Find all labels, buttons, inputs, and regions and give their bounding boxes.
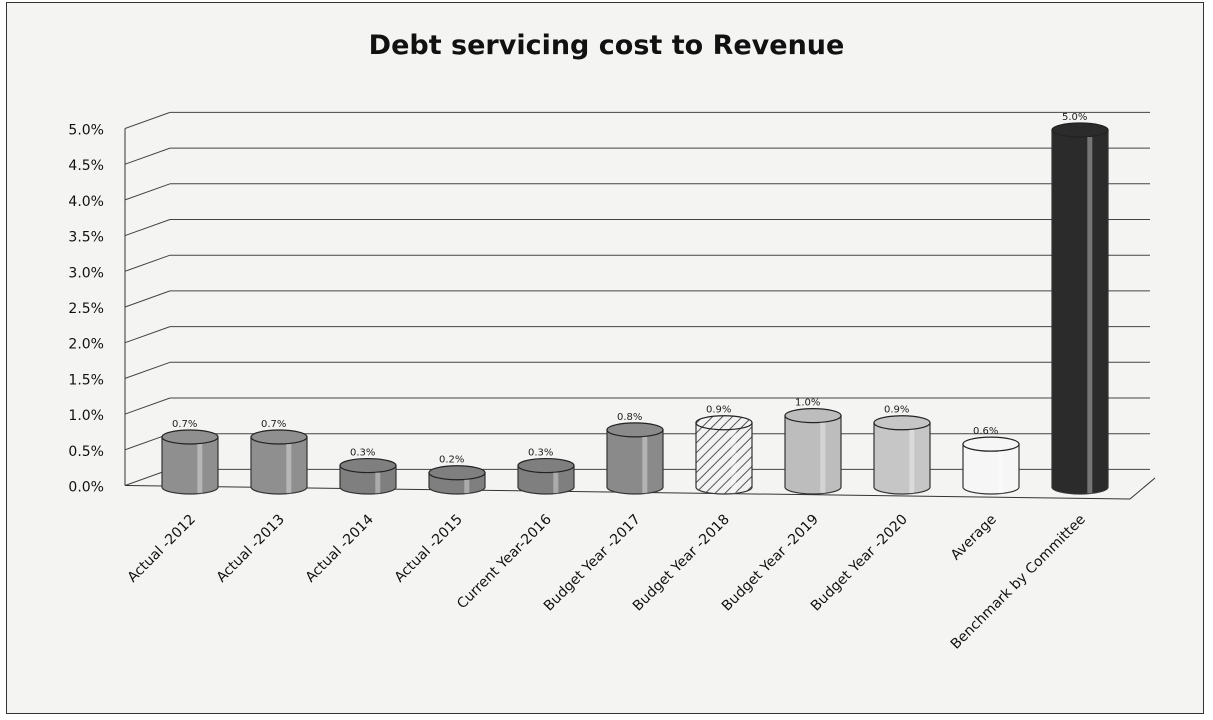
bar: 0.6% [962, 426, 1020, 495]
gridline-side [124, 183, 171, 201]
bar: 0.7% [161, 419, 219, 495]
bar: 0.2% [428, 455, 486, 495]
gridline-side [124, 326, 171, 344]
data-label: 0.7% [261, 419, 286, 430]
gridline-side [124, 111, 171, 129]
grid-lines [124, 111, 1150, 486]
bar-top [962, 436, 1020, 452]
gridline-side [124, 147, 171, 165]
y-tick-label: 5.0% [68, 123, 104, 139]
gridline-side [124, 219, 171, 237]
category-labels: Actual -2012 Actual -2013 Actual -2014 Actu… [125, 511, 1089, 652]
bar-top [517, 457, 575, 474]
data-label: 1.0% [795, 398, 820, 409]
data-label: 0.3% [528, 448, 553, 459]
x-tick-label: Actual -2012 [125, 512, 199, 586]
gridline-side [124, 361, 171, 379]
bar-top [784, 408, 842, 424]
y-tick-label: 4.0% [68, 194, 104, 210]
y-tick-label: 4.5% [68, 158, 104, 174]
data-label: 0.7% [172, 419, 197, 430]
gridline-side [124, 397, 171, 415]
x-tick-label: Actual -2015 [392, 512, 466, 586]
bar-top [161, 429, 219, 445]
bar-body [1051, 129, 1109, 495]
bar-body [962, 443, 1020, 495]
chart-title: Debt servicing cost to Revenue [368, 30, 845, 61]
x-tick-label: Current Year-2016 [454, 511, 555, 612]
bar-top [339, 457, 397, 474]
y-tick-label: 1.5% [68, 372, 104, 388]
bar-body [606, 429, 664, 495]
bar: 0.3% [517, 448, 575, 495]
bar: 0.9% [695, 405, 753, 495]
bar: 1.0% [784, 398, 842, 495]
y-tick-label: 0.5% [68, 444, 104, 460]
bar-body [339, 464, 397, 495]
bar-body [161, 436, 219, 495]
floor-edge [1129, 477, 1156, 500]
gridline-side [124, 254, 171, 272]
bar: 0.8% [606, 412, 664, 495]
x-tick-label: Budget Year -2019 [719, 512, 822, 615]
data-label: 0.9% [706, 405, 731, 416]
bar: 0.9% [873, 405, 931, 495]
data-label: 0.8% [617, 412, 642, 423]
bar-top [606, 422, 664, 438]
bar-top [1051, 122, 1109, 138]
data-label: 0.9% [884, 405, 909, 416]
bar-body [517, 464, 575, 495]
x-tick-label: Budget Year -2017 [541, 512, 644, 615]
y-tick-label: 0.0% [68, 480, 104, 496]
data-label: 5.0% [1062, 112, 1087, 123]
bar: 0.3% [339, 448, 397, 495]
bar-body [695, 422, 753, 495]
data-label: 0.6% [973, 426, 998, 437]
bar: 5.0% [1051, 112, 1109, 495]
bar-body [250, 436, 308, 495]
bar-top [695, 415, 753, 431]
bar-body [873, 422, 931, 495]
bar-top [873, 415, 931, 431]
chart-frame [6, 2, 1204, 714]
bar: 0.7% [250, 419, 308, 495]
y-tick-label: 1.0% [68, 408, 104, 424]
x-tick-label: Budget Year -2018 [630, 512, 733, 615]
data-label: 0.3% [350, 448, 375, 459]
bars: 0.7% 0.7% 0.3% 0.2% 0.3% 0.8% 0.9% 1.0% 0.9% 0.6%… [161, 112, 1109, 495]
bar-top [428, 465, 486, 481]
x-tick-label: Budget Year -2020 [808, 512, 911, 615]
y-tick-label: 2.5% [68, 301, 104, 317]
x-tick-label: Actual -2014 [303, 511, 377, 585]
x-tick-label: Actual -2013 [214, 512, 288, 586]
y-tick-label: 3.5% [68, 230, 104, 246]
bar-top [250, 429, 308, 445]
data-label: 0.2% [439, 455, 464, 466]
gridline-side [124, 290, 171, 308]
y-tick-label: 2.0% [68, 337, 104, 353]
y-tick-label: 3.0% [68, 265, 104, 281]
bar-body [784, 415, 842, 495]
x-tick-label: Average [948, 512, 1000, 564]
y-axis: 0.0% 0.5% 1.0% 1.5% 2.0% 2.5% 3.0% 3.5% 4.0% 4.5%… [68, 123, 1156, 500]
